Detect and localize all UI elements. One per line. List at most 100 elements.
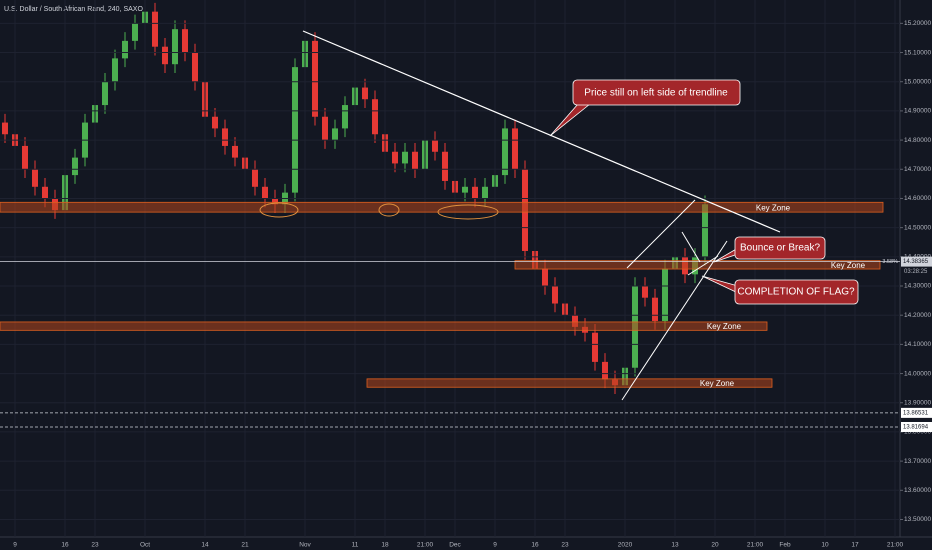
flag-line xyxy=(687,255,719,276)
flag-line xyxy=(681,231,701,263)
y-tick-label: 14.10000 xyxy=(904,341,931,348)
x-tick-label: 21:00 xyxy=(747,542,764,549)
x-tick-label: 9 xyxy=(13,542,17,549)
candle-body xyxy=(542,268,548,287)
x-tick-label: 13 xyxy=(671,542,679,549)
callout-box xyxy=(734,279,859,305)
callout-text: Price still on left side of trendline xyxy=(584,88,728,99)
candle-body xyxy=(332,128,338,141)
key-zone xyxy=(0,321,768,331)
y-tick-label: 13.70000 xyxy=(904,458,931,465)
y-tick-label: 14.50000 xyxy=(904,224,931,231)
candle-body xyxy=(362,87,368,100)
candle-body xyxy=(502,128,508,176)
price-label-box xyxy=(901,421,932,432)
candle-body xyxy=(262,186,268,199)
candle-body xyxy=(642,286,648,298)
y-tick-label: 14.70000 xyxy=(904,166,931,173)
x-tick-label: 16 xyxy=(61,542,69,549)
x-tick-label: 17 xyxy=(851,542,859,549)
trendline xyxy=(302,30,781,233)
candle-body xyxy=(192,52,198,82)
price-label: 13.81694 xyxy=(903,425,929,431)
x-tick-label: 9 xyxy=(493,542,497,549)
candle-body xyxy=(472,186,478,199)
x-tick-label: 18 xyxy=(381,542,389,549)
highlight-ellipse xyxy=(378,203,400,217)
candle-body xyxy=(392,151,398,164)
candle-body xyxy=(552,286,558,304)
candle-body xyxy=(212,116,218,129)
candle-body xyxy=(662,268,668,322)
y-tick-label: 14.80000 xyxy=(904,137,931,144)
candle-body xyxy=(652,297,658,322)
x-tick-label: 21:00 xyxy=(417,542,434,549)
x-tick-label: 14 xyxy=(201,542,209,549)
x-tick-label: Oct xyxy=(140,542,150,549)
price-label: 14.38365 xyxy=(903,259,929,265)
candle-body xyxy=(32,169,38,187)
candle-body xyxy=(442,151,448,181)
flag-line xyxy=(626,199,696,269)
candle-body xyxy=(232,145,238,158)
key-zone xyxy=(366,378,773,388)
y-tick-label: 13.90000 xyxy=(904,399,931,406)
y-tick-label: 15.10000 xyxy=(904,49,931,56)
y-tick-label: 15.20000 xyxy=(904,20,931,27)
candle-body xyxy=(432,140,438,152)
candle-body xyxy=(572,315,578,327)
callout-box xyxy=(734,236,826,260)
callout-tail xyxy=(701,275,739,294)
callout-box xyxy=(572,79,741,106)
callout-tail xyxy=(549,103,591,137)
price-label-box xyxy=(901,256,932,267)
x-tick-label: 21:00 xyxy=(887,542,904,549)
highlight-ellipse xyxy=(259,202,299,218)
y-tick-label: 14.60000 xyxy=(904,195,931,202)
candle-body xyxy=(172,29,178,65)
x-tick-label: 11 xyxy=(352,542,359,549)
y-tick-label: 13.50000 xyxy=(904,516,931,523)
highlight-ellipse xyxy=(437,204,499,220)
key-zone-label: Key Zone xyxy=(756,203,791,212)
candle-body xyxy=(72,157,78,176)
callout-tail xyxy=(713,247,739,263)
x-tick-label: 20 xyxy=(711,542,719,549)
candle-body xyxy=(292,67,298,193)
callout-text: Bounce or Break? xyxy=(740,243,820,254)
candle-body xyxy=(412,151,418,170)
candle-body xyxy=(222,128,228,146)
candle-body xyxy=(462,186,468,193)
candle-body xyxy=(312,40,318,117)
x-tick-label: 10 xyxy=(821,542,829,549)
candle-body xyxy=(182,29,188,53)
x-tick-label: 2020 xyxy=(618,542,633,549)
key-zone-label: Key Zone xyxy=(707,322,742,331)
x-tick-label: Nov xyxy=(299,542,311,549)
candle-body xyxy=(322,116,328,141)
candle-body xyxy=(482,186,488,199)
candle-body xyxy=(252,169,258,187)
candle-body xyxy=(42,186,48,199)
y-tick-label: 13.60000 xyxy=(904,487,931,494)
candle-body xyxy=(342,105,348,129)
candle-body xyxy=(702,204,708,257)
x-tick-label: Feb xyxy=(779,542,791,549)
flag-line xyxy=(621,240,728,401)
y-tick-label: 14.30000 xyxy=(904,283,931,290)
candle-body xyxy=(512,128,518,170)
x-tick-label: 21 xyxy=(241,542,249,549)
candle-body xyxy=(132,23,138,41)
candle-body xyxy=(102,81,108,106)
candle-body xyxy=(152,11,158,47)
price-label-box xyxy=(901,407,932,418)
y-tick-label: 15.00000 xyxy=(904,78,931,85)
bar-timer: 03:28:25 xyxy=(904,269,928,275)
x-tick-label: 23 xyxy=(561,542,569,549)
price-label: 13.86531 xyxy=(903,410,929,416)
candle-body xyxy=(272,198,278,205)
price-change: -3.58% xyxy=(881,259,899,265)
x-tick-label: 23 xyxy=(91,542,99,549)
